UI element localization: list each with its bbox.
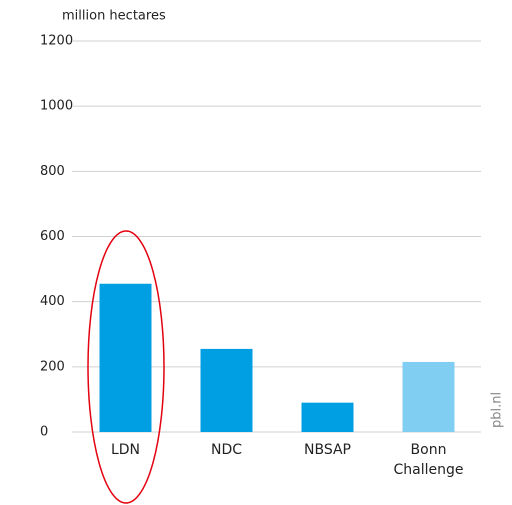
x-tick-label: NBSAP (304, 442, 351, 458)
highlight-ellipse (87, 230, 165, 504)
y-tick-label: 1000 (40, 99, 73, 114)
y-tick-label: 200 (40, 359, 65, 374)
y-tick-label: 1200 (40, 34, 73, 49)
source-watermark: pbl.nl (490, 392, 505, 428)
y-tick-label: 0 (40, 425, 48, 440)
x-tick-label: Bonn Challenge (393, 442, 464, 478)
bar (301, 402, 354, 432)
bar (402, 361, 455, 432)
y-tick-label: 600 (40, 229, 65, 244)
x-tick-label: LDN (110, 442, 141, 458)
x-tick-label: NDC (210, 442, 243, 458)
bar (99, 283, 152, 432)
y-axis-label: million hectares (62, 9, 166, 24)
y-tick-label: 400 (40, 294, 65, 309)
bar (200, 348, 253, 432)
y-tick-label: 800 (40, 164, 65, 179)
